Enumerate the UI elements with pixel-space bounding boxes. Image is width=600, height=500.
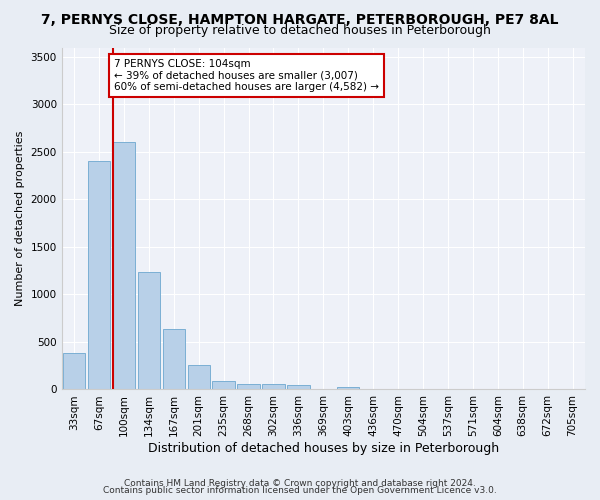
Bar: [88, 162, 110, 390]
Bar: [262, 384, 285, 390]
Bar: [63, 354, 85, 390]
Bar: [238, 384, 260, 390]
Bar: [188, 365, 210, 390]
Bar: [212, 381, 235, 390]
Text: Contains public sector information licensed under the Open Government Licence v3: Contains public sector information licen…: [103, 486, 497, 495]
Y-axis label: Number of detached properties: Number of detached properties: [15, 131, 25, 306]
Text: Contains HM Land Registry data © Crown copyright and database right 2024.: Contains HM Land Registry data © Crown c…: [124, 478, 476, 488]
X-axis label: Distribution of detached houses by size in Peterborough: Distribution of detached houses by size …: [148, 442, 499, 455]
Bar: [287, 385, 310, 390]
Bar: [163, 328, 185, 390]
Text: 7 PERNYS CLOSE: 104sqm
← 39% of detached houses are smaller (3,007)
60% of semi-: 7 PERNYS CLOSE: 104sqm ← 39% of detached…: [114, 59, 379, 92]
Text: Size of property relative to detached houses in Peterborough: Size of property relative to detached ho…: [109, 24, 491, 37]
Text: 7, PERNYS CLOSE, HAMPTON HARGATE, PETERBOROUGH, PE7 8AL: 7, PERNYS CLOSE, HAMPTON HARGATE, PETERB…: [41, 12, 559, 26]
Bar: [137, 272, 160, 390]
Bar: [113, 142, 135, 390]
Bar: [337, 386, 359, 390]
